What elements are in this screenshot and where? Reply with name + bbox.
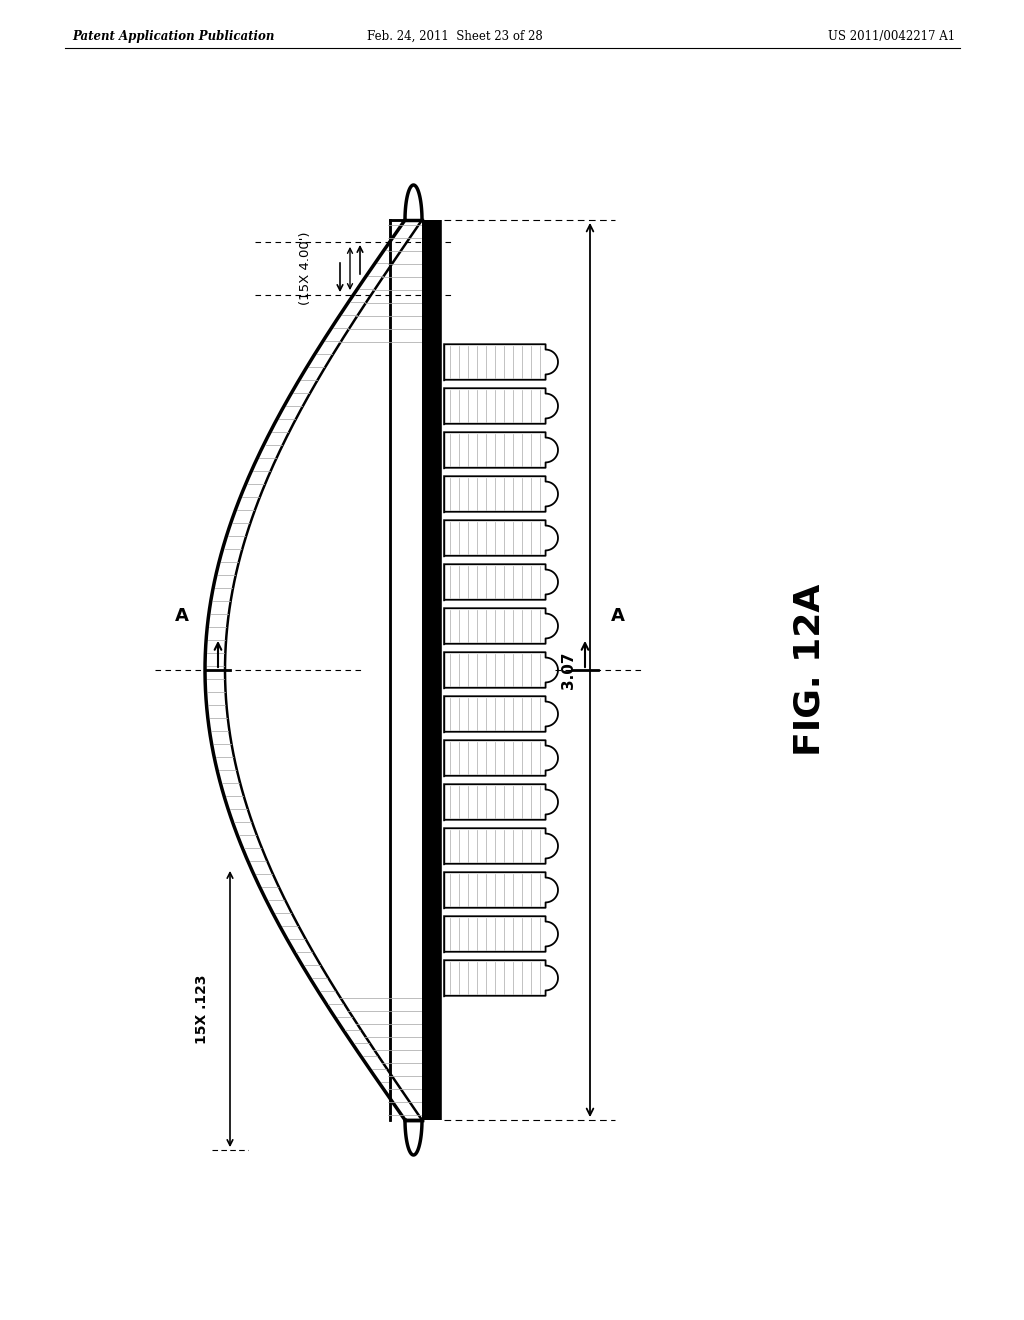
Text: A: A: [175, 607, 189, 624]
Text: FIG. 12A: FIG. 12A: [793, 583, 827, 756]
Text: Patent Application Publication: Patent Application Publication: [72, 30, 274, 44]
Text: 15X .123: 15X .123: [195, 974, 209, 1044]
Bar: [422, 220, 442, 1119]
Text: Feb. 24, 2011  Sheet 23 of 28: Feb. 24, 2011 Sheet 23 of 28: [368, 30, 543, 44]
Text: 3.07: 3.07: [560, 651, 575, 689]
Text: (15X 4.00'): (15X 4.00'): [299, 232, 311, 305]
Text: US 2011/0042217 A1: US 2011/0042217 A1: [827, 30, 955, 44]
Text: A: A: [611, 607, 625, 624]
